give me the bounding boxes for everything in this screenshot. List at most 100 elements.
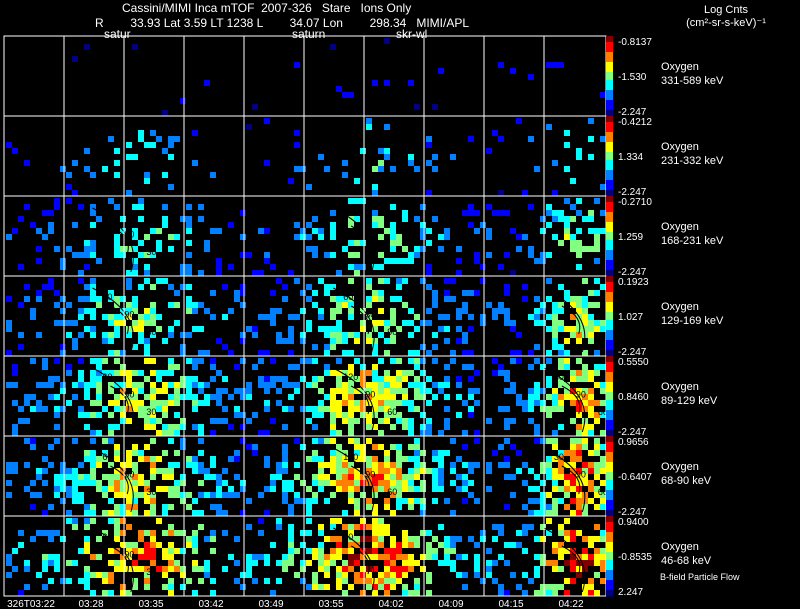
spectrogram-cell: [60, 498, 66, 504]
spectrogram-cell: [324, 438, 330, 444]
spectrogram-cell: [570, 314, 576, 320]
spectrogram-cell: [114, 504, 120, 510]
spectrogram-cell: [126, 418, 132, 424]
spectrogram-cell: [120, 474, 126, 480]
colorbar-segment: [606, 74, 613, 77]
spectrogram-cell: [456, 308, 462, 314]
spectrogram-cell: [588, 486, 594, 492]
spectrogram-cell: [54, 424, 60, 430]
spectrogram-cell: [420, 388, 426, 394]
spectrogram-cell: [408, 308, 414, 314]
spectrogram-cell: [372, 524, 378, 530]
spectrogram-cell: [354, 240, 360, 246]
spectrogram-cell: [84, 284, 90, 290]
spectrogram-cell: [84, 240, 90, 246]
spectrogram-cell: [144, 252, 150, 258]
spectrogram-cell: [24, 438, 30, 444]
spectrogram-cell: [426, 554, 432, 560]
spectrogram-cell: [120, 590, 126, 596]
spectrogram-cell: [588, 388, 594, 394]
spectrogram-cell: [534, 536, 540, 542]
spectrogram-cell: [384, 524, 390, 530]
spectrogram-cell: [510, 270, 516, 276]
spectrogram-cell: [336, 412, 342, 418]
spectrogram-cell: [138, 136, 144, 142]
spectrogram-cell: [330, 344, 336, 350]
spectrogram-cell: [6, 234, 12, 240]
spectrogram-cell: [294, 278, 300, 284]
colorbar-segment: [606, 338, 613, 341]
spectrogram-cell: [582, 590, 588, 596]
spectrogram-cell: [510, 388, 516, 394]
spectrogram-cell: [444, 548, 450, 554]
spectrogram-cell: [576, 430, 582, 436]
spectrogram-cell: [582, 406, 588, 412]
spectrogram-cell: [120, 406, 126, 412]
spectrogram-cell: [498, 462, 504, 468]
spectrogram-cell: [90, 438, 96, 444]
colorbar-segment: [606, 514, 613, 517]
pitch-angle-contour: [332, 287, 375, 353]
spectrogram-cell: [336, 406, 342, 412]
spectrogram-cell: [240, 424, 246, 430]
spectrogram-cell: [414, 450, 420, 456]
spectrogram-cell: [414, 376, 420, 382]
spectrogram-cell: [366, 468, 372, 474]
spectrogram-cell: [390, 166, 396, 172]
spectrogram-cell: [390, 246, 396, 252]
spectrogram-cell: [384, 560, 390, 566]
spectrogram-cell: [390, 444, 396, 450]
spectrogram-cell: [546, 518, 552, 524]
spectrogram-cell: [498, 302, 504, 308]
spectrogram-cell: [354, 444, 360, 450]
spectrogram-cell: [48, 530, 54, 536]
colorbar-segment: [606, 134, 613, 137]
spectrogram-cell: [288, 536, 294, 542]
spectrogram-cell: [576, 302, 582, 308]
spectrogram-cell: [384, 326, 390, 332]
spectrogram-cell: [588, 584, 594, 590]
spectrogram-cell: [96, 382, 102, 388]
spectrogram-cell: [162, 388, 168, 394]
spectrogram-cell: [198, 578, 204, 584]
spectrogram-cell: [66, 492, 72, 498]
spectrogram-cell: [36, 296, 42, 302]
spectrogram-cell: [108, 400, 114, 406]
spectrogram-cell: [108, 430, 114, 436]
spectrogram-cell: [588, 314, 594, 320]
spectrogram-cell: [186, 388, 192, 394]
spectrogram-cell: [228, 394, 234, 400]
spectrogram-cell: [282, 338, 288, 344]
spectrogram-cell: [534, 358, 540, 364]
colorbar-segment: [606, 480, 613, 483]
spectrogram-cell: [408, 154, 414, 160]
spectrogram-cell: [378, 216, 384, 222]
spectrogram-cell: [450, 536, 456, 542]
spectrogram-cell: [312, 450, 318, 456]
spectrogram-cell: [216, 338, 222, 344]
spectrogram-cell: [150, 412, 156, 418]
spectrogram-cell: [114, 444, 120, 450]
spectrogram-cell: [504, 406, 510, 412]
spectrogram-cell: [204, 566, 210, 572]
spectrogram-cell: [594, 240, 600, 246]
spectrogram-cell: [504, 284, 510, 290]
colorbar-segment: [606, 506, 613, 509]
pitch-angle-contour: [561, 465, 581, 495]
spectrogram-cell: [60, 486, 66, 492]
spectrogram-cell: [504, 252, 510, 258]
spectrogram-cell: [288, 332, 294, 338]
spectrogram-cell: [42, 210, 48, 216]
spectrogram-cell: [156, 136, 162, 142]
spectrogram-cell: [120, 566, 126, 572]
colorbar-segment: [606, 466, 613, 469]
spectrogram-cell: [144, 344, 150, 350]
spectrogram-cell: [180, 480, 186, 486]
spectrogram-cell: [348, 548, 354, 554]
panel-frame: [3, 115, 607, 197]
spectrogram-cell: [528, 364, 534, 370]
spectrogram-cell: [114, 456, 120, 462]
spectrogram-cell: [126, 394, 132, 400]
spectrogram-cell: [546, 382, 552, 388]
